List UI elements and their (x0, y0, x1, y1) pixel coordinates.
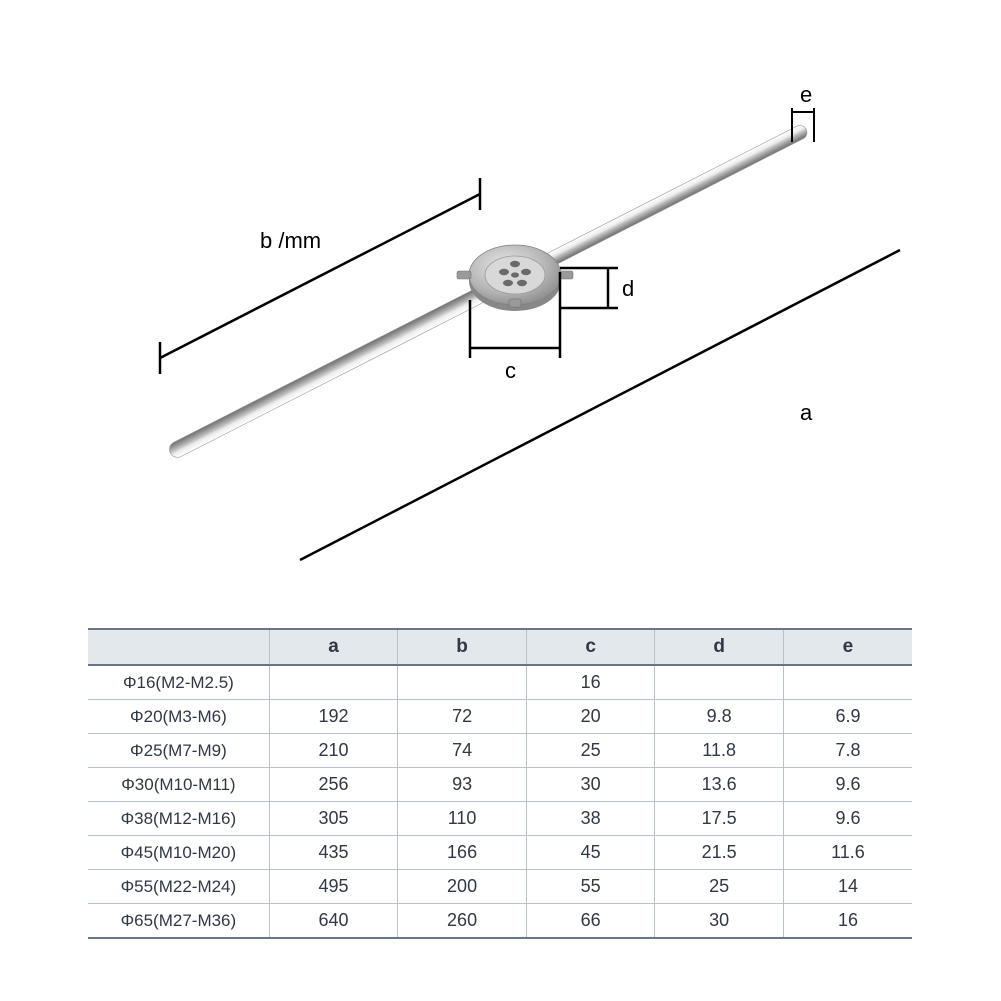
row-label: Φ30(M10-M11) (88, 768, 269, 802)
label-b: b /mm (260, 228, 321, 254)
label-c: c (505, 358, 516, 384)
table-row: Φ30(M10-M11)256933013.69.6 (88, 768, 912, 802)
cell (398, 665, 527, 700)
cell: 200 (398, 870, 527, 904)
cell: 30 (655, 904, 784, 939)
col-header-b: b (398, 629, 527, 665)
col-header-d: d (655, 629, 784, 665)
cell: 13.6 (655, 768, 784, 802)
cell: 256 (269, 768, 398, 802)
label-d: d (622, 276, 634, 302)
cell (783, 665, 912, 700)
cell: 93 (398, 768, 527, 802)
cell: 20 (526, 700, 655, 734)
label-a: a (800, 400, 812, 426)
cell: 30 (526, 768, 655, 802)
cell: 260 (398, 904, 527, 939)
row-label: Φ20(M3-M6) (88, 700, 269, 734)
row-label: Φ16(M2-M2.5) (88, 665, 269, 700)
table-body: Φ16(M2-M2.5)16Φ20(M3-M6)19272209.86.9Φ25… (88, 665, 912, 938)
cell: 72 (398, 700, 527, 734)
cell: 110 (398, 802, 527, 836)
row-label: Φ55(M22-M24) (88, 870, 269, 904)
cell: 192 (269, 700, 398, 734)
dimensions-table-wrap: a b c d e Φ16(M2-M2.5)16Φ20(M3-M6)192722… (88, 628, 912, 939)
cell: 210 (269, 734, 398, 768)
row-label: Φ65(M27-M36) (88, 904, 269, 939)
cell: 166 (398, 836, 527, 870)
cell: 11.8 (655, 734, 784, 768)
dimension-b (160, 178, 480, 374)
cell: 66 (526, 904, 655, 939)
col-header-e: e (783, 629, 912, 665)
cell (269, 665, 398, 700)
row-label: Φ25(M7-M9) (88, 734, 269, 768)
label-e: e (800, 82, 812, 108)
cell: 11.6 (783, 836, 912, 870)
cell: 9.8 (655, 700, 784, 734)
diagram-svg (0, 0, 1001, 620)
col-header-c: c (526, 629, 655, 665)
dimension-diagram: b /mm c d e a (0, 0, 1001, 620)
table-row: Φ25(M7-M9)210742511.87.8 (88, 734, 912, 768)
table-row: Φ38(M12-M16)3051103817.59.6 (88, 802, 912, 836)
cell: 45 (526, 836, 655, 870)
col-header-blank (88, 629, 269, 665)
table-row: Φ45(M10-M20)4351664521.511.6 (88, 836, 912, 870)
cell: 495 (269, 870, 398, 904)
cell: 435 (269, 836, 398, 870)
cell: 25 (526, 734, 655, 768)
cell: 6.9 (783, 700, 912, 734)
row-label: Φ45(M10-M20) (88, 836, 269, 870)
table-row: Φ55(M22-M24)495200552514 (88, 870, 912, 904)
cell: 7.8 (783, 734, 912, 768)
cell (655, 665, 784, 700)
cell: 55 (526, 870, 655, 904)
cell: 305 (269, 802, 398, 836)
tool-illustration (167, 123, 810, 460)
col-header-a: a (269, 629, 398, 665)
row-label: Φ38(M12-M16) (88, 802, 269, 836)
cell: 21.5 (655, 836, 784, 870)
dimensions-table: a b c d e Φ16(M2-M2.5)16Φ20(M3-M6)192722… (88, 628, 912, 939)
cell: 25 (655, 870, 784, 904)
table-row: Φ20(M3-M6)19272209.86.9 (88, 700, 912, 734)
table-row: Φ65(M27-M36)640260663016 (88, 904, 912, 939)
cell: 14 (783, 870, 912, 904)
cell: 640 (269, 904, 398, 939)
cell: 9.6 (783, 768, 912, 802)
cell: 74 (398, 734, 527, 768)
cell: 16 (783, 904, 912, 939)
table-header-row: a b c d e (88, 629, 912, 665)
table-row: Φ16(M2-M2.5) 16 (88, 665, 912, 700)
cell: 16 (526, 665, 655, 700)
cell: 9.6 (783, 802, 912, 836)
cell: 17.5 (655, 802, 784, 836)
cell: 38 (526, 802, 655, 836)
